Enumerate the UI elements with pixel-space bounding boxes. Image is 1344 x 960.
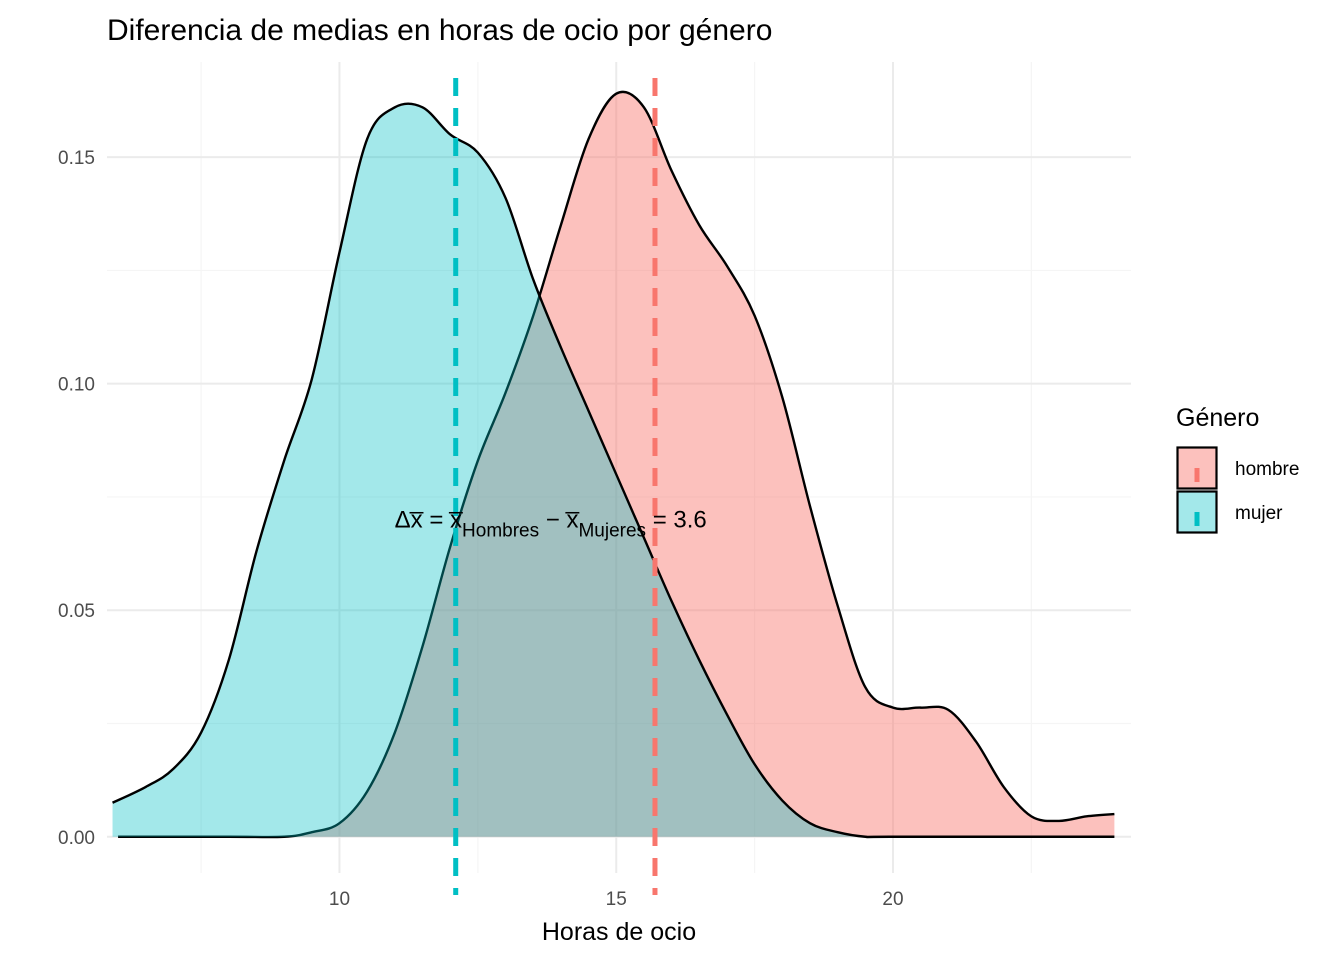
mean-lines [453, 78, 658, 895]
y-axis-tick-labels: 0.00 0.05 0.10 0.15 [58, 148, 95, 849]
legend-label-mujer: mujer [1235, 503, 1283, 524]
legend-keys: hombre mujer [1176, 446, 1299, 534]
density-outline-mujer [112, 102, 1115, 839]
x-tick-label: 15 [606, 889, 627, 910]
legend-title: Género [1176, 404, 1259, 432]
annotation-prefix: Δx̅ = x̅ [395, 507, 463, 534]
legend-label-hombre: hombre [1235, 459, 1299, 480]
minor-gridlines [107, 62, 1131, 873]
x-tick-label: 20 [882, 889, 903, 910]
legend-key-mujer: mujer [1176, 490, 1283, 534]
density-area-hombre [118, 91, 1115, 838]
legend: Género hombre mujer [1176, 404, 1299, 534]
density-areas [112, 90, 1115, 839]
annotation-minus: − x̅ [539, 507, 579, 534]
density-outline-hombre [118, 90, 1115, 839]
y-tick-label: 0.00 [58, 828, 95, 849]
x-axis-tick-labels: 10 15 20 [329, 889, 904, 910]
y-tick-label: 0.15 [58, 148, 95, 169]
annotation-subscript-mujeres: Mujeres [578, 521, 646, 542]
y-tick-label: 0.10 [58, 375, 95, 396]
x-tick-label: 10 [329, 889, 350, 910]
annotation-subscript-hombres: Hombres [462, 521, 539, 542]
annotation-value: = 3.6 [646, 507, 707, 534]
legend-key-hombre: hombre [1176, 446, 1299, 490]
y-tick-label: 0.05 [58, 601, 95, 622]
plot-panel: Δx̅ = x̅Hombres − x̅Mujeres = 3.6 [107, 62, 1131, 895]
x-axis-title: Horas de ocio [542, 918, 696, 946]
mean-difference-annotation: Δx̅ = x̅Hombres − x̅Mujeres = 3.6 [395, 507, 707, 542]
chart-title: Diferencia de medias en horas de ocio po… [107, 14, 772, 47]
